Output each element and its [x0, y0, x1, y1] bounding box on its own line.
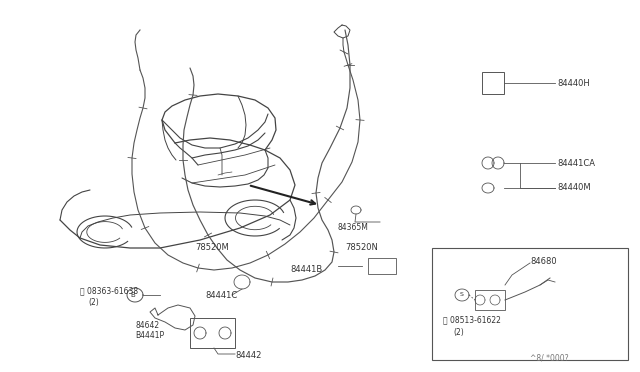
Text: B4441P: B4441P	[135, 330, 164, 340]
Text: 84680: 84680	[530, 257, 557, 266]
Text: 78520M: 78520M	[195, 244, 228, 253]
Bar	[190, 318, 235, 348]
Text: (2): (2)	[88, 298, 99, 307]
Text: 84440H: 84440H	[557, 78, 589, 87]
Text: 84441B: 84441B	[290, 266, 323, 275]
Bar	[432, 248, 628, 360]
Text: 84441C: 84441C	[205, 291, 237, 299]
Text: Ⓢ 08513-61622: Ⓢ 08513-61622	[443, 315, 501, 324]
Text: 84441CA: 84441CA	[557, 158, 595, 167]
Text: 84365M: 84365M	[338, 224, 369, 232]
Text: B: B	[131, 292, 136, 298]
Text: ^8/ *000?: ^8/ *000?	[530, 353, 568, 362]
Text: (2): (2)	[453, 327, 464, 337]
Text: 84440M: 84440M	[557, 183, 591, 192]
Text: 78520N: 78520N	[345, 244, 378, 253]
Bar	[482, 72, 504, 94]
Bar	[368, 258, 396, 274]
Text: 84442: 84442	[235, 350, 261, 359]
Bar	[475, 290, 505, 310]
Text: Ⓑ 08363-61638: Ⓑ 08363-61638	[80, 286, 138, 295]
Text: 84642: 84642	[135, 321, 159, 330]
Text: S: S	[460, 292, 464, 298]
